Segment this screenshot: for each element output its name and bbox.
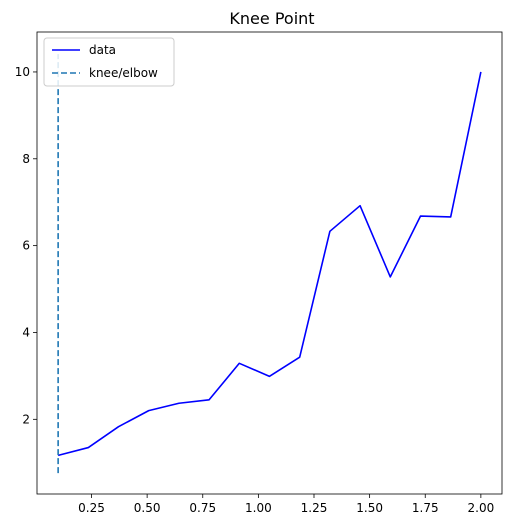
- series-line-data: [57, 71, 482, 457]
- plot-area: 0.25 0.50 0.75 1.00 1.25 1.50 1.75 2.00 2 4 6 8 10 da…: [15, 31, 503, 515]
- y-tick-label: 10: [15, 65, 30, 79]
- x-tick-label: 2.00: [468, 501, 495, 515]
- legend-label-data: data: [89, 43, 116, 57]
- x-tick-label: 1.75: [412, 501, 439, 515]
- x-tick-label: 1.00: [245, 501, 272, 515]
- chart-title: Knee Point: [229, 9, 314, 28]
- y-tick-label: 6: [22, 239, 30, 253]
- axes-frame: [36, 31, 503, 495]
- y-tick-label: 4: [22, 325, 30, 339]
- x-tick-label: 0.75: [189, 501, 216, 515]
- y-tick-label: 2: [22, 412, 30, 426]
- x-tick-label: 1.50: [356, 501, 383, 515]
- x-tick-label: 1.25: [301, 501, 328, 515]
- legend-label-knee: knee/elbow: [89, 66, 158, 80]
- y-tick-label: 8: [22, 152, 30, 166]
- x-tick-label: 0.25: [78, 501, 105, 515]
- x-tick-label: 0.50: [134, 501, 161, 515]
